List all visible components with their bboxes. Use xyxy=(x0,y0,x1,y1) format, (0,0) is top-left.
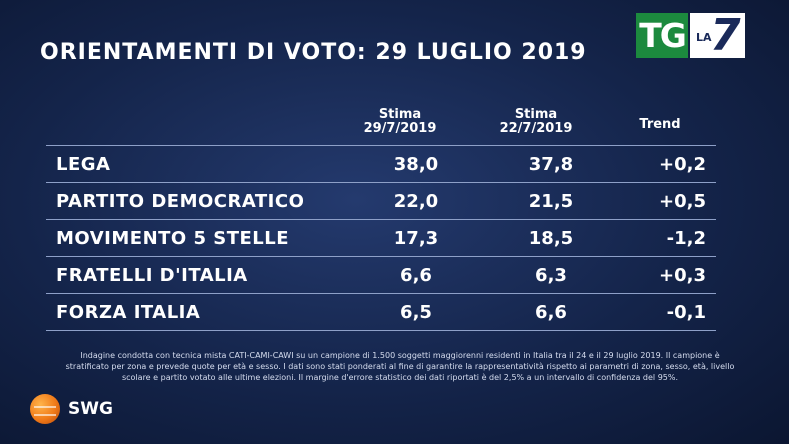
value-stima-22-7: 6,6 xyxy=(535,301,567,323)
value-stima-29-7: 17,3 xyxy=(393,227,439,249)
column-header-stima-22-7: Stima 22/7/2019 xyxy=(481,108,591,136)
party-name: PARTITO DEMOCRATICO xyxy=(56,190,305,212)
la7-logo: LA 7 xyxy=(690,10,745,61)
column-header-line2: 29/7/2019 xyxy=(363,121,437,136)
table-row: LEGA 38,0 37,8 +0,2 xyxy=(46,145,716,182)
swg-logo: SWG xyxy=(30,394,113,424)
value-stima-22-7: 37,8 xyxy=(528,153,574,175)
page-title: ORIENTAMENTI DI VOTO: 29 LUGLIO 2019 xyxy=(40,40,587,65)
la7-logo-seven: 7 xyxy=(710,10,741,61)
swg-logo-text: SWG xyxy=(68,399,113,419)
party-name: LEGA xyxy=(56,153,111,175)
methodology-footnote: Indagine condotta con tecnica mista CATI… xyxy=(50,350,750,383)
value-stima-29-7: 22,0 xyxy=(393,190,439,212)
value-stima-29-7: 6,5 xyxy=(400,301,432,323)
value-stima-29-7: 38,0 xyxy=(393,153,439,175)
column-header-stima-29-7: Stima 29/7/2019 xyxy=(345,108,455,136)
table-row: FRATELLI D'ITALIA 6,6 6,3 +0,3 xyxy=(46,256,716,293)
party-name: MOVIMENTO 5 STELLE xyxy=(56,227,290,249)
value-stima-22-7: 6,3 xyxy=(535,264,567,286)
column-header-trend: Trend xyxy=(630,118,690,132)
party-name: FORZA ITALIA xyxy=(56,301,201,323)
column-header-line1: Stima xyxy=(514,107,558,122)
column-header-line1: Stima xyxy=(378,107,422,122)
la7-logo-la: LA xyxy=(696,31,712,44)
value-stima-29-7: 6,6 xyxy=(400,264,432,286)
globe-icon xyxy=(30,394,60,424)
value-stima-22-7: 21,5 xyxy=(528,190,574,212)
value-trend: +0,3 xyxy=(659,264,706,286)
column-header-line1: Trend xyxy=(639,117,681,132)
value-trend: +0,2 xyxy=(659,153,706,175)
party-name: FRATELLI D'ITALIA xyxy=(56,264,248,286)
footnote-line: Indagine condotta con tecnica mista CATI… xyxy=(80,351,720,360)
value-stima-22-7: 18,5 xyxy=(528,227,574,249)
poll-table: LEGA 38,0 37,8 +0,2 PARTITO DEMOCRATICO … xyxy=(46,145,716,331)
footnote-line: scolare e partito votato alle ultime ele… xyxy=(121,373,679,382)
value-trend: +0,5 xyxy=(659,190,706,212)
tg-logo: TG xyxy=(636,13,688,58)
table-row: FORZA ITALIA 6,5 6,6 -0,1 xyxy=(46,293,716,331)
value-trend: -0,1 xyxy=(666,301,706,323)
column-header-line2: 22/7/2019 xyxy=(499,121,573,136)
table-row: MOVIMENTO 5 STELLE 17,3 18,5 -1,2 xyxy=(46,219,716,256)
footnote-line: stratificato per zona e prevede quote pe… xyxy=(65,362,735,371)
table-row: PARTITO DEMOCRATICO 22,0 21,5 +0,5 xyxy=(46,182,716,219)
value-trend: -1,2 xyxy=(666,227,706,249)
